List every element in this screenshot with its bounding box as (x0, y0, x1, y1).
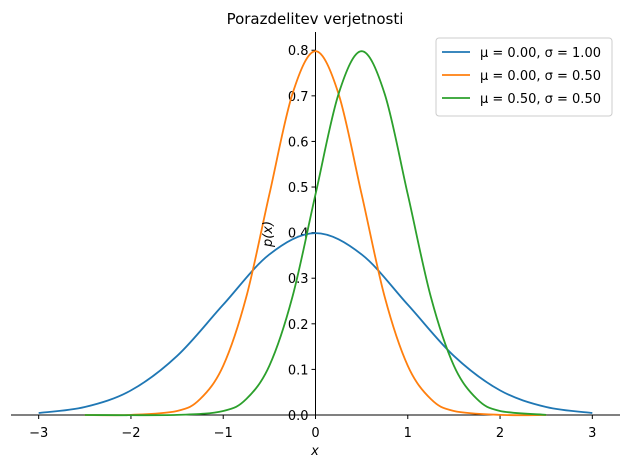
series-line-3 (84, 50, 547, 417)
y-tick-label: 0.4 (288, 227, 309, 242)
legend-entry-3: μ = 0.50, σ = 0.50 (480, 92, 601, 107)
axes-layer: −3 −2 −1 0 1 2 30.00.10.20.30.40.50.60.70.8 (11, 32, 620, 441)
y-tick-label: 0.0 (288, 409, 309, 424)
y-tick-label: 0.3 (288, 272, 309, 287)
y-tick-label: 0.6 (288, 135, 309, 150)
series-line-1 (38, 232, 593, 414)
x-tick-label: −3 (29, 426, 48, 441)
y-tick-label: 0.5 (288, 181, 309, 196)
series-line-2 (84, 50, 547, 417)
series-layer (38, 50, 593, 417)
legend-entry-2: μ = 0.00, σ = 0.50 (480, 69, 601, 84)
x-tick-label: 2 (496, 426, 504, 441)
y-tick-label: 0.2 (288, 318, 309, 333)
x-tick-label: 0 (311, 426, 319, 441)
legend: μ = 0.00, σ = 1.00 μ = 0.00, σ = 0.50 μ = … (435, 37, 613, 117)
x-axis-title: x (310, 444, 319, 459)
chart-title: Porazdelitev verjetnosti (227, 10, 404, 28)
y-tick-label: 0.8 (288, 44, 309, 59)
x-tick-label: 1 (404, 426, 412, 441)
y-axis-title: p(x) (261, 221, 276, 248)
legend-box (435, 37, 613, 117)
x-tick-label: 3 (588, 426, 596, 441)
x-tick-label: −1 (214, 426, 233, 441)
y-tick-label: 0.1 (288, 363, 309, 378)
legend-entry-1: μ = 0.00, σ = 1.00 (480, 46, 601, 61)
x-tick-label: −2 (121, 426, 140, 441)
